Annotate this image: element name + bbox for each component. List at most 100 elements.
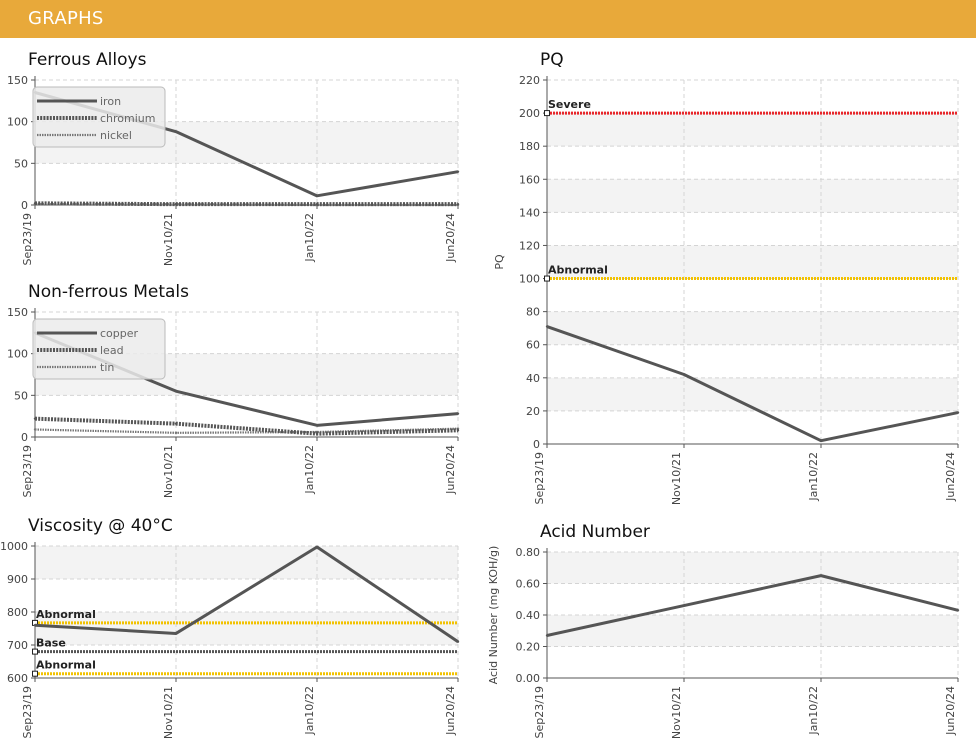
series-point [456, 412, 460, 415]
x-tick-label: Nov10/21 [162, 686, 175, 739]
x-tick-label: Jan10/22 [303, 213, 316, 263]
x-tick-label: Jan10/22 [807, 452, 820, 502]
series-point [545, 634, 549, 637]
y-tick-label: 160 [519, 173, 540, 186]
series-point [174, 422, 178, 425]
y-tick-label: 0 [533, 438, 540, 451]
x-tick-label: Nov10/21 [162, 445, 175, 498]
series-line [34, 545, 459, 643]
chart-title: Viscosity @ 40°C [28, 516, 173, 536]
series-point [956, 411, 960, 414]
threshold-label: Abnormal [36, 659, 96, 672]
series-point [682, 604, 686, 607]
x-tick-label: Jun20/24 [944, 452, 957, 502]
y-tick-label: 150 [7, 74, 28, 87]
y-tick-label: 100 [7, 348, 28, 361]
series-point [682, 373, 686, 376]
y-tick-label: 900 [7, 573, 28, 586]
threshold-label: Base [36, 637, 66, 650]
y-tick-label: 80 [526, 306, 540, 319]
chart-title: Acid Number [540, 522, 650, 542]
y-tick-label: 0.20 [516, 641, 541, 654]
y-tick-label: 0.60 [516, 578, 541, 591]
grid-band [547, 245, 958, 279]
y-tick-label: 50 [14, 389, 28, 402]
grid-band [547, 179, 958, 213]
grid-band [547, 552, 958, 584]
y-tick-label: 0.80 [516, 546, 541, 559]
y-axis-label: Acid Number (mg KOH/g) [487, 546, 500, 685]
x-tick-label: Sep23/19 [533, 452, 546, 504]
legend-entry: copper [100, 327, 139, 340]
series-point [456, 429, 460, 432]
y-tick-label: 140 [519, 206, 540, 219]
x-tick-label: Jun20/24 [444, 213, 457, 263]
header-title: GRAPHS [28, 8, 104, 29]
series-point [315, 545, 319, 549]
graphs-header: GRAPHS [0, 0, 976, 38]
x-tick-label: Sep23/19 [533, 686, 546, 738]
chart-title: Non-ferrous Metals [28, 282, 189, 302]
x-tick-label: Jun20/24 [444, 686, 457, 736]
series-line [546, 574, 959, 637]
series-line [34, 416, 459, 436]
x-tick-label: Nov10/21 [162, 213, 175, 266]
threshold-label: Abnormal [548, 264, 608, 277]
x-tick-label: Sep23/19 [21, 686, 34, 738]
series-point [174, 431, 178, 435]
chart-4: Acid Number 0.00 0.20 0.40 0.60 0.80 Sep23/19 N… [487, 522, 960, 739]
chart-title: PQ [540, 50, 564, 70]
series-point [33, 417, 37, 420]
y-tick-label: 600 [7, 672, 28, 685]
y-axis-label: PQ [493, 254, 506, 270]
grid-band [547, 377, 958, 411]
x-tick-label: Jan10/22 [807, 686, 820, 736]
threshold-label: Abnormal [36, 608, 96, 621]
series-point [33, 428, 37, 431]
threshold-marker [544, 275, 550, 282]
series-point [174, 202, 178, 206]
series-point [456, 170, 460, 173]
series-point [545, 325, 549, 328]
legend-entry: lead [100, 344, 124, 357]
threshold-label: Severe [548, 98, 591, 111]
series-point [315, 432, 319, 435]
y-tick-label: 0.40 [516, 609, 541, 622]
chart-2: Viscosity @ 40°C 600 700 800 900 1000 Sep23/19… [0, 516, 460, 739]
y-tick-label: 800 [7, 606, 28, 619]
threshold-marker [544, 110, 550, 117]
x-tick-label: Jun20/24 [444, 445, 457, 495]
x-tick-label: Jan10/22 [303, 686, 316, 736]
x-tick-label: Jun20/24 [944, 686, 957, 736]
series-point [956, 609, 960, 612]
y-tick-label: 20 [526, 405, 540, 418]
series-line [34, 201, 458, 207]
y-tick-label: 150 [7, 306, 28, 319]
x-tick-label: Sep23/19 [21, 445, 34, 497]
grid-band [547, 311, 958, 345]
grid-band [35, 546, 458, 579]
y-tick-label: 200 [519, 107, 540, 120]
y-tick-label: 180 [519, 140, 540, 153]
series-point [174, 389, 178, 393]
x-tick-label: Nov10/21 [670, 686, 683, 739]
series-point [819, 574, 823, 577]
legend-entry: tin [100, 361, 114, 374]
series-point [174, 632, 178, 635]
series-point [174, 130, 178, 133]
series-point [819, 439, 823, 442]
legend-entry: iron [100, 95, 121, 108]
series-point [33, 624, 37, 627]
series-point [456, 202, 460, 206]
grid-band [547, 615, 958, 647]
y-tick-label: 60 [526, 339, 540, 352]
series-point [315, 424, 319, 427]
y-tick-label: 100 [7, 116, 28, 129]
grid-band [547, 113, 958, 147]
chart-title: Ferrous Alloys [28, 50, 147, 70]
series-line [546, 325, 959, 443]
series-point [315, 194, 319, 198]
legend-entry: chromium [100, 112, 156, 125]
y-tick-label: 700 [7, 639, 28, 652]
